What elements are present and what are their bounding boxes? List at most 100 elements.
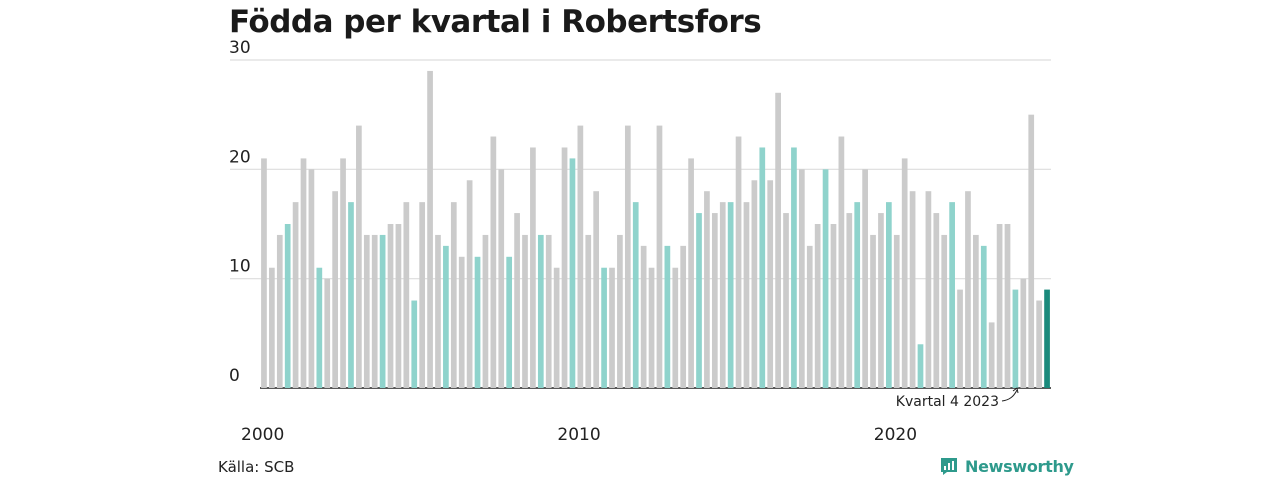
x-tick-label: 2020 (874, 425, 917, 445)
source-note: Källa: SCB (218, 458, 295, 476)
bar (300, 158, 307, 388)
bar (893, 234, 900, 388)
bar (276, 234, 283, 388)
bar (672, 267, 679, 388)
bar (450, 202, 457, 388)
bar (664, 245, 671, 388)
y-tick-label: 0 (229, 366, 240, 386)
bar (1036, 300, 1042, 388)
bar (751, 180, 758, 388)
y-tick-label: 30 (229, 38, 251, 58)
bar (363, 234, 370, 388)
bar-chart: 0 10 20 30 2000 2010 2020 Kvartal 4 2023 (229, 38, 1051, 445)
bar (522, 234, 528, 388)
bar (624, 125, 631, 388)
bar (609, 267, 615, 388)
chart-title: Födda per kvartal i Robertsfors (229, 4, 762, 40)
bar (1012, 289, 1019, 388)
bar (561, 147, 568, 388)
bar (791, 147, 797, 388)
bar (435, 234, 441, 388)
bar (506, 256, 513, 388)
newsworthy-icon (941, 458, 957, 475)
bar-series (261, 70, 1050, 389)
x-tick-label: 2010 (557, 425, 600, 445)
bar (814, 224, 821, 388)
bar (901, 158, 908, 388)
bar (553, 267, 560, 388)
bar (569, 158, 576, 388)
bar (704, 191, 710, 388)
bar (514, 213, 520, 388)
bar (324, 278, 331, 388)
bar (356, 125, 362, 388)
bar (577, 125, 584, 388)
bar (395, 224, 402, 388)
bar (917, 344, 924, 388)
bar (656, 125, 663, 388)
bar (466, 180, 473, 388)
bar (379, 234, 386, 388)
bar (965, 191, 971, 388)
bar (585, 234, 592, 388)
bar (1004, 224, 1011, 388)
x-tick-label: 2000 (241, 425, 284, 445)
bar (332, 191, 338, 388)
bar (482, 234, 489, 388)
newsworthy-logo: Newsworthy (939, 456, 1074, 476)
x-axis: 2000 2010 2020 (241, 425, 917, 445)
bar (427, 70, 433, 389)
bar (735, 136, 742, 388)
bar (909, 191, 916, 388)
bar (822, 169, 829, 388)
bar (933, 213, 940, 388)
y-tick-label: 20 (229, 147, 251, 167)
bar (696, 213, 702, 388)
bar (443, 245, 449, 388)
bar (474, 256, 481, 388)
bar (316, 267, 323, 388)
bar (648, 267, 655, 388)
bar (759, 147, 766, 388)
bar (846, 213, 853, 388)
bar (632, 202, 639, 388)
bar (743, 202, 750, 388)
y-tick-label: 10 (229, 257, 251, 277)
bar (371, 234, 378, 388)
bar (854, 202, 861, 388)
annotation: Kvartal 4 2023 (896, 387, 1019, 410)
bar (640, 245, 647, 388)
bar (1020, 278, 1027, 388)
bar (727, 202, 734, 388)
bar (949, 202, 955, 388)
bar (403, 202, 410, 388)
bar (886, 202, 892, 388)
bar (411, 300, 418, 388)
annotation-arrow (1001, 389, 1018, 402)
bar (878, 213, 884, 388)
bar (284, 224, 291, 388)
bar (775, 92, 781, 389)
bar (1044, 289, 1050, 388)
bar (925, 191, 932, 388)
bar (680, 245, 687, 388)
annotation-arrowhead (1012, 387, 1019, 394)
bar (838, 136, 845, 388)
bar (719, 202, 726, 388)
bar (601, 267, 607, 388)
bar (711, 213, 718, 388)
bar (593, 191, 600, 388)
bar (340, 158, 346, 388)
bar (490, 136, 497, 388)
bar (783, 213, 789, 388)
annotation-label: Kvartal 4 2023 (896, 394, 999, 410)
bar (308, 169, 315, 388)
y-axis: 0 10 20 30 (229, 38, 251, 386)
bar (498, 169, 505, 388)
bar (348, 202, 354, 388)
bar (973, 234, 979, 388)
bar (767, 180, 774, 388)
bar (688, 158, 694, 388)
bar (798, 169, 805, 388)
bar (957, 289, 963, 388)
